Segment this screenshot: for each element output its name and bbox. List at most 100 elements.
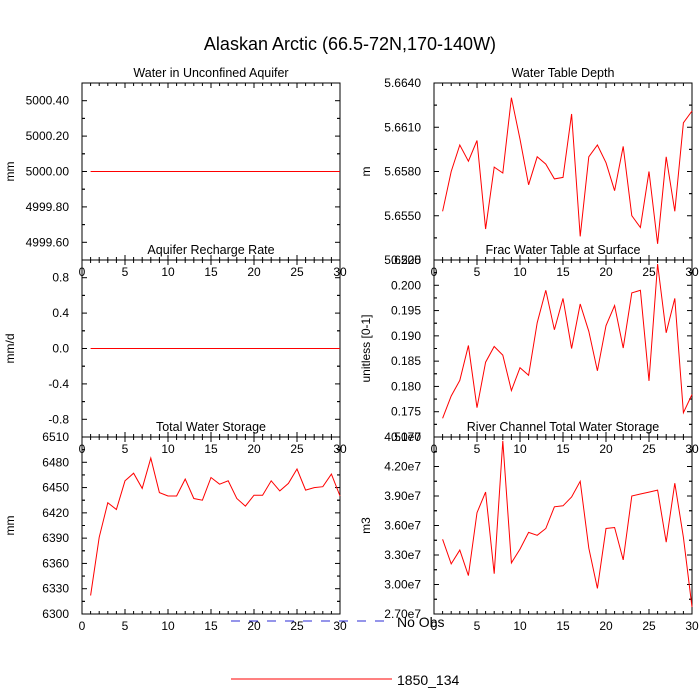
data-point — [331, 348, 333, 350]
y-tick-label: 5.6640 — [384, 76, 421, 90]
y-tick-label: 5000.00 — [26, 165, 70, 179]
data-point — [562, 298, 564, 300]
data-point — [141, 348, 143, 350]
data-point — [279, 171, 281, 173]
data-point — [614, 527, 616, 529]
data-point — [193, 348, 195, 350]
x-tick-label: 15 — [204, 265, 218, 279]
data-point — [571, 113, 573, 115]
y-tick-label: 0.200 — [391, 278, 421, 292]
data-point — [219, 483, 221, 485]
y-tick-label: 0.0 — [52, 342, 69, 356]
data-point — [665, 541, 667, 543]
data-point — [296, 468, 298, 470]
chart-title: Aquifer Recharge Rate — [147, 243, 274, 257]
data-point — [133, 348, 135, 350]
series-line-1850-134 — [442, 263, 693, 419]
data-point — [245, 505, 247, 507]
legend: No Obs 1850_134 — [231, 614, 460, 688]
x-tick-label: 20 — [599, 265, 613, 279]
y-tick-label: 0.175 — [391, 405, 421, 419]
data-point — [631, 215, 633, 217]
data-point — [210, 171, 212, 173]
data-point — [288, 483, 290, 485]
data-point — [193, 171, 195, 173]
data-point — [107, 502, 109, 504]
x-tick-label: 5 — [474, 265, 481, 279]
y-axis-label: m — [359, 167, 373, 177]
data-point — [511, 562, 513, 564]
data-point — [605, 528, 607, 530]
data-point — [450, 563, 452, 565]
data-point — [313, 487, 315, 489]
data-point — [176, 171, 178, 173]
y-tick-label: 6390 — [42, 531, 69, 545]
data-point — [622, 146, 624, 148]
data-point — [493, 346, 495, 348]
data-point — [683, 412, 685, 414]
data-point — [107, 348, 109, 350]
data-point — [657, 263, 659, 265]
y-tick-label: 0.190 — [391, 329, 421, 343]
x-tick-label: 20 — [599, 442, 613, 456]
data-point — [331, 171, 333, 173]
legend-run-label: 1850_134 — [397, 672, 460, 688]
x-tick-label: 25 — [290, 619, 304, 633]
data-point — [674, 298, 676, 300]
chart-title: Water in Unconfined Aquifer — [133, 66, 288, 80]
data-point — [476, 140, 478, 142]
data-point — [528, 184, 530, 186]
data-point — [450, 395, 452, 397]
data-point — [219, 171, 221, 173]
data-point — [270, 171, 272, 173]
data-point — [98, 537, 100, 539]
y-tick-label: 6300 — [42, 607, 69, 621]
data-point — [176, 348, 178, 350]
data-point — [683, 537, 685, 539]
data-point — [270, 480, 272, 482]
data-point — [528, 532, 530, 534]
data-point — [554, 329, 556, 331]
data-point — [141, 488, 143, 490]
data-point — [210, 477, 212, 479]
data-point — [184, 348, 186, 350]
chart-title: Frac Water Table at Surface — [486, 243, 641, 257]
data-point — [159, 171, 161, 173]
data-point — [691, 110, 693, 112]
data-point — [502, 354, 504, 356]
x-tick-label: 10 — [513, 265, 527, 279]
data-point — [648, 491, 650, 493]
y-tick-label: 6330 — [42, 582, 69, 596]
data-point — [322, 348, 324, 350]
data-point — [331, 473, 333, 475]
x-tick-label: 30 — [685, 619, 699, 633]
x-tick-label: 20 — [247, 265, 261, 279]
data-point — [536, 322, 538, 324]
y-tick-label: 5.6580 — [384, 165, 421, 179]
x-tick-label: 15 — [204, 442, 218, 456]
plot-frame — [433, 259, 693, 438]
data-point — [279, 348, 281, 350]
data-point — [511, 390, 513, 392]
data-point — [202, 499, 204, 501]
y-tick-label: 4.50e7 — [384, 430, 421, 444]
data-point — [305, 489, 307, 491]
data-point — [210, 348, 212, 350]
chart-title: Water Table Depth — [512, 66, 615, 80]
y-tick-label: 6360 — [42, 556, 69, 570]
y-axis-label: mm — [3, 516, 17, 536]
data-point — [579, 236, 581, 238]
x-tick-label: 10 — [161, 442, 175, 456]
data-point — [588, 331, 590, 333]
data-point — [339, 171, 341, 173]
x-tick-label: 25 — [642, 265, 656, 279]
data-point — [640, 227, 642, 229]
data-point — [124, 348, 126, 350]
data-point — [459, 144, 461, 146]
data-point — [442, 211, 444, 213]
data-point — [279, 490, 281, 492]
data-point — [614, 305, 616, 307]
y-tick-label: 3.90e7 — [384, 489, 421, 503]
y-tick-label: 0.180 — [391, 379, 421, 393]
